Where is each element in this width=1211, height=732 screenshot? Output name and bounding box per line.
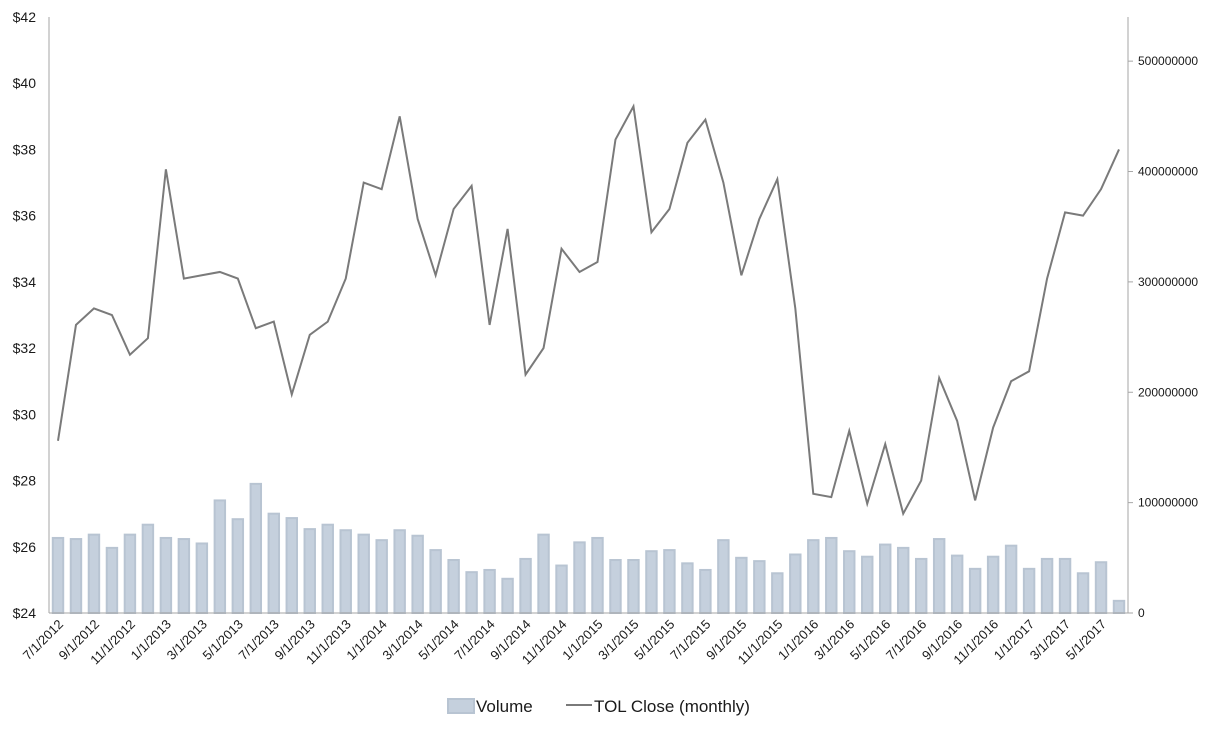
close-price-line-layer [57, 103, 1120, 517]
volume-bars [51, 482, 1126, 615]
volume-bar [159, 536, 173, 615]
volume-bar [537, 533, 550, 615]
volume-bar [501, 577, 514, 614]
volume-bar [1058, 557, 1072, 614]
volume-bar [141, 523, 155, 615]
volume-bar [591, 536, 604, 615]
volume-bar [267, 512, 281, 614]
volume-bar [1040, 557, 1054, 614]
volume-bar [735, 556, 748, 614]
volume-bar [249, 482, 263, 614]
volume-bar [411, 534, 424, 614]
volume-bar [123, 533, 137, 615]
left-axis-tick-label: $42 [13, 9, 37, 25]
volume-bar [699, 568, 712, 615]
volume-bar [986, 555, 1000, 615]
volume-bar [932, 538, 946, 614]
right-axis-tick-labels: 0 100000000 200000000 300000000 400000000 500… [1128, 54, 1198, 620]
volume-bar [303, 528, 316, 614]
volume-bar [321, 523, 334, 615]
volume-bar [861, 555, 874, 615]
x-axis-tick-label: 5/1/2017 [1063, 617, 1109, 663]
left-axis-tick-label: $32 [13, 340, 37, 356]
volume-bar [789, 553, 802, 614]
volume-bar [1094, 561, 1108, 614]
volume-bar [519, 557, 532, 614]
left-axis-tick-label: $26 [13, 539, 37, 555]
volume-bar [375, 539, 388, 614]
volume-bar [357, 533, 370, 615]
volume-bar [663, 549, 676, 615]
volume-bar [1004, 544, 1018, 614]
volume-bar [213, 499, 227, 615]
volume-bar [717, 539, 730, 614]
volume-bar [393, 529, 406, 614]
volume-bar [879, 543, 892, 615]
volume-bar [968, 567, 982, 614]
left-axis-tick-label: $28 [13, 473, 37, 489]
right-axis-tick-label: 500000000 [1138, 54, 1198, 68]
volume-bar [681, 562, 694, 615]
volume-bar [843, 550, 856, 615]
volume-bar [339, 529, 352, 614]
left-axis-tick-label: $30 [13, 406, 37, 422]
left-axis-tick-label: $36 [13, 208, 37, 224]
volume-bar [950, 554, 964, 614]
legend-close-label: TOL Close (monthly) [594, 697, 750, 716]
volume-bar [195, 542, 209, 614]
left-axis-tick-labels: $24 $26 $28 $30 $32 $34 $36 $38 $40 $42 [13, 9, 37, 621]
volume-bar [555, 564, 568, 614]
legend-volume-swatch [447, 698, 475, 714]
volume-bar [69, 538, 83, 614]
volume-bar [105, 546, 119, 615]
volume-bar [627, 559, 640, 615]
right-axis-tick-label: 0 [1138, 606, 1145, 620]
volume-bar [825, 536, 838, 615]
volume-bar [573, 541, 586, 614]
left-axis-tick-label: $34 [13, 274, 37, 290]
volume-bar [465, 571, 478, 614]
volume-bar [447, 559, 460, 615]
right-axis-tick-label: 400000000 [1138, 165, 1198, 179]
volume-bar [429, 549, 442, 615]
right-axis-tick-label: 100000000 [1138, 496, 1198, 510]
volume-bar [1076, 572, 1090, 615]
close-price-line [57, 103, 1120, 517]
left-axis-tick-label: $24 [13, 605, 37, 621]
volume-bar [87, 533, 101, 615]
volume-bar [896, 546, 910, 615]
volume-bar [285, 517, 298, 615]
volume-bar [609, 559, 622, 615]
right-axis-tick-label: 200000000 [1138, 385, 1198, 399]
volume-bar [51, 536, 65, 615]
volume-bar [1112, 599, 1126, 614]
volume-bar [914, 557, 928, 614]
x-axis-tick-labels: 7/1/20129/1/201211/1/20121/1/20133/1/201… [20, 617, 1109, 668]
axes [48, 17, 1129, 614]
volume-bar [771, 572, 784, 615]
legend: Volume TOL Close (monthly) [447, 697, 750, 716]
left-axis-tick-label: $40 [13, 75, 37, 91]
volume-bar [231, 518, 245, 614]
left-axis-tick-label: $38 [13, 141, 37, 157]
volume-bar [177, 538, 191, 614]
volume-bar [1022, 567, 1036, 614]
volume-bar [753, 560, 766, 615]
volume-bar [645, 550, 658, 615]
legend-volume-label: Volume [476, 697, 533, 716]
right-axis-tick-label: 300000000 [1138, 275, 1198, 289]
volume-bar [807, 539, 820, 614]
volume-bar [483, 568, 496, 615]
